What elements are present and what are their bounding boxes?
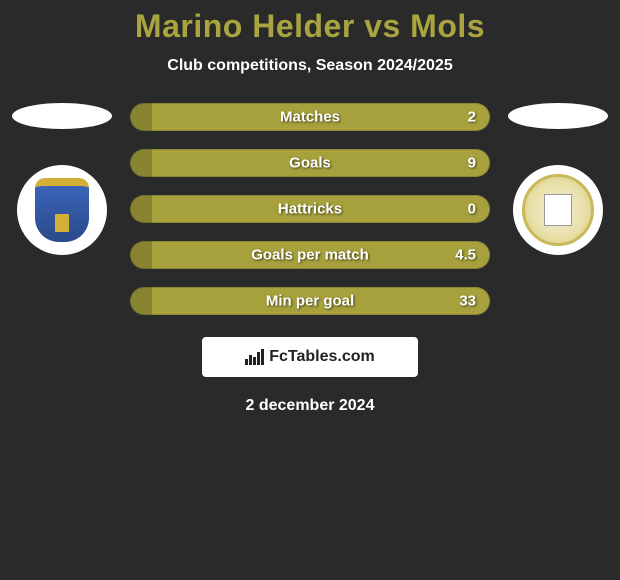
right-player-oval bbox=[508, 103, 608, 129]
stat-bar: Hattricks 0 bbox=[130, 195, 490, 223]
stat-label: Matches bbox=[280, 109, 340, 126]
infographic-container: Marino Helder vs Mols Club competitions,… bbox=[0, 0, 620, 415]
page-title: Marino Helder vs Mols bbox=[0, 8, 620, 45]
stat-label: Goals bbox=[289, 155, 331, 172]
club-badge-right bbox=[513, 165, 603, 255]
stat-bar-fill bbox=[130, 149, 152, 177]
bar-chart-icon bbox=[245, 349, 265, 365]
stat-bar-fill bbox=[130, 241, 152, 269]
stat-bar: Min per goal 33 bbox=[130, 287, 490, 315]
content-row: Matches 2 Goals 9 Hattricks 0 Goals per … bbox=[0, 103, 620, 315]
stat-bar-fill bbox=[130, 195, 152, 223]
right-column bbox=[508, 103, 608, 255]
page-subtitle: Club competitions, Season 2024/2025 bbox=[0, 57, 620, 75]
stat-value: 9 bbox=[468, 155, 476, 172]
stat-bar-fill bbox=[130, 287, 152, 315]
stat-bar: Matches 2 bbox=[130, 103, 490, 131]
shield-icon bbox=[35, 178, 89, 242]
club-badge-left bbox=[17, 165, 107, 255]
stat-label: Hattricks bbox=[278, 201, 342, 218]
left-column bbox=[12, 103, 112, 255]
stats-bars: Matches 2 Goals 9 Hattricks 0 Goals per … bbox=[130, 103, 490, 315]
stat-value: 0 bbox=[468, 201, 476, 218]
brand-box: FcTables.com bbox=[202, 337, 418, 377]
brand-text: FcTables.com bbox=[269, 348, 375, 366]
stat-bar-fill bbox=[130, 103, 152, 131]
stat-bar: Goals per match 4.5 bbox=[130, 241, 490, 269]
left-player-oval bbox=[12, 103, 112, 129]
date-text: 2 december 2024 bbox=[0, 397, 620, 415]
stat-label: Min per goal bbox=[266, 293, 354, 310]
stat-value: 2 bbox=[468, 109, 476, 126]
stat-label: Goals per match bbox=[251, 247, 369, 264]
stat-value: 33 bbox=[459, 293, 476, 310]
stat-value: 4.5 bbox=[455, 247, 476, 264]
stat-bar: Goals 9 bbox=[130, 149, 490, 177]
crest-icon bbox=[522, 174, 594, 246]
